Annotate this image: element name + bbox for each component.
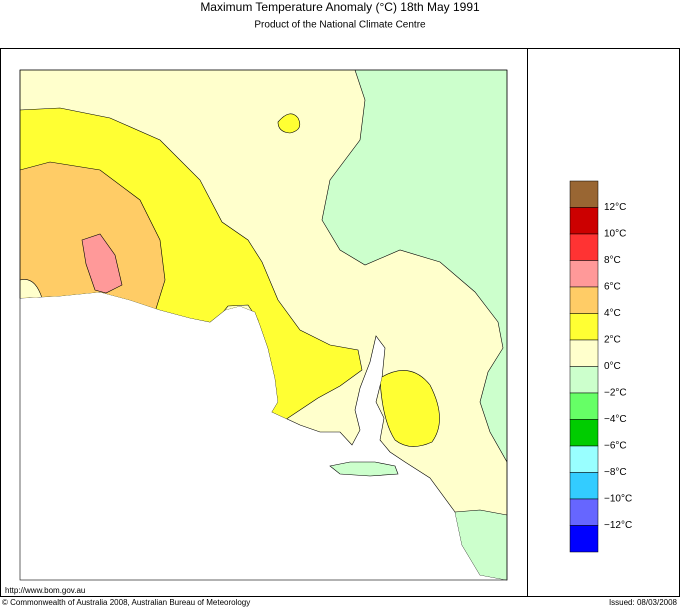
subtitle: Product of the National Climate Centre xyxy=(254,20,426,31)
legend-swatch xyxy=(569,525,599,553)
legend-swatch xyxy=(569,498,599,526)
legend-swatch xyxy=(569,313,599,341)
title: Maximum Temperature Anomaly (°C) 18th Ma… xyxy=(200,0,480,14)
legend-swatch xyxy=(569,472,599,500)
legend-swatch xyxy=(569,392,599,420)
legend-swatch xyxy=(569,260,599,288)
legend-label: −12°C xyxy=(604,520,632,531)
legend-swatch xyxy=(569,286,599,314)
legend-label: −8°C xyxy=(604,467,627,478)
legend-label: −2°C xyxy=(604,388,627,399)
legend-label: −6°C xyxy=(604,441,627,452)
legend-label: −4°C xyxy=(604,414,627,425)
legend-swatch xyxy=(569,180,599,208)
legend-swatch xyxy=(569,207,599,235)
legend-swatch xyxy=(569,339,599,367)
legend: 12°C 10°C 8°C 6°C 4°C 2°C 0°C −2°C −4°C −6°C −8°C −… xyxy=(569,180,632,553)
legend-label: 6°C xyxy=(604,282,621,293)
legend-swatch xyxy=(569,233,599,261)
legend-swatch xyxy=(569,366,599,394)
copyright: © Commonwealth of Australia 2008, Austra… xyxy=(2,598,250,607)
legend-label: −10°C xyxy=(604,494,632,505)
legend-label: 8°C xyxy=(604,255,621,266)
legend-swatch xyxy=(569,419,599,447)
legend-label: 10°C xyxy=(604,229,626,240)
url: http://www.bom.gov.au xyxy=(5,586,85,595)
legend-label: 2°C xyxy=(604,335,621,346)
legend-label: 4°C xyxy=(604,308,621,319)
legend-label: 12°C xyxy=(604,202,626,213)
legend-swatch xyxy=(569,445,599,473)
legend-label: 0°C xyxy=(604,361,621,372)
issued: Issued: 08/03/2008 xyxy=(609,598,678,607)
